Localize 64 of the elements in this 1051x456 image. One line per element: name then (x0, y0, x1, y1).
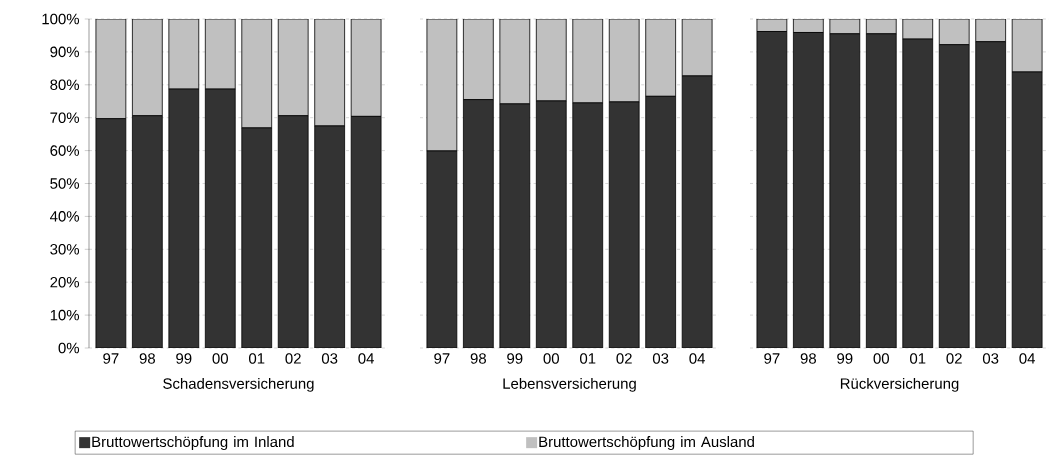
bar (314, 125, 345, 348)
x-tick-label: 97 (103, 353, 119, 364)
bar (793, 32, 824, 348)
bar (536, 100, 567, 348)
legend-label: Bruttowertschöpfung im Inland (92, 436, 294, 451)
x-axis-title: Rückversicherung (840, 377, 959, 392)
x-tick-label: 04 (1019, 353, 1035, 364)
x-tick-label: 03 (982, 353, 999, 364)
x-tick-label: 00 (543, 353, 559, 364)
y-tick-label: 100% (42, 13, 80, 25)
x-axis-title: Schadensversicherung (163, 377, 314, 392)
x-tick-label: 02 (285, 353, 301, 364)
x-tick-label: 01 (249, 353, 265, 364)
y-tick-label: 0% (58, 342, 80, 354)
bar (278, 115, 309, 348)
x-tick-label: 99 (837, 353, 853, 364)
bar (902, 39, 933, 348)
bar (609, 101, 640, 348)
x-tick-label: 01 (910, 353, 926, 364)
bar (756, 31, 787, 348)
x-tick-label: 03 (652, 353, 669, 364)
x-tick-label: 98 (800, 353, 817, 364)
x-tick-label: 02 (946, 353, 962, 364)
bar (95, 118, 126, 348)
bar (681, 75, 713, 348)
bar (168, 89, 199, 348)
bar (132, 115, 163, 348)
x-tick-label: 97 (764, 353, 780, 364)
x-tick-label: 00 (212, 353, 228, 364)
legend-label: Bruttowertschöpfung im Ausland (539, 436, 754, 451)
x-tick-label: 98 (470, 353, 486, 364)
y-tick-label: 80% (50, 79, 80, 91)
bar (241, 127, 272, 348)
bar (426, 150, 457, 348)
bar (939, 44, 970, 348)
y-tick-label: 60% (50, 145, 80, 156)
x-tick-label: 98 (139, 353, 155, 364)
bar (975, 41, 1006, 348)
x-tick-label: 02 (616, 353, 632, 364)
y-tick-label: 30% (50, 244, 80, 255)
x-tick-label: 00 (873, 353, 889, 364)
y-tick-label: 50% (50, 178, 80, 189)
x-tick-label: 99 (507, 353, 523, 364)
bar (350, 115, 382, 348)
bar (205, 89, 236, 348)
x-axis-title: Lebensversicherung (503, 377, 636, 392)
x-tick-label: 04 (358, 353, 374, 364)
bar (829, 33, 860, 348)
x-tick-label: 99 (176, 353, 192, 364)
y-tick-label: 90% (50, 46, 80, 58)
bar (463, 99, 494, 348)
y-tick-label: 10% (50, 309, 80, 321)
y-tick-label: 20% (50, 276, 80, 288)
bar (866, 33, 897, 348)
x-tick-label: 97 (434, 353, 450, 364)
bar (499, 103, 530, 348)
x-tick-label: 04 (689, 353, 705, 364)
x-tick-label: 01 (580, 353, 596, 364)
bar (572, 102, 603, 348)
bar (645, 96, 676, 348)
x-tick-label: 03 (321, 353, 338, 364)
y-tick-label: 40% (50, 211, 80, 222)
bar (1011, 71, 1043, 348)
y-tick-label: 70% (50, 112, 80, 123)
